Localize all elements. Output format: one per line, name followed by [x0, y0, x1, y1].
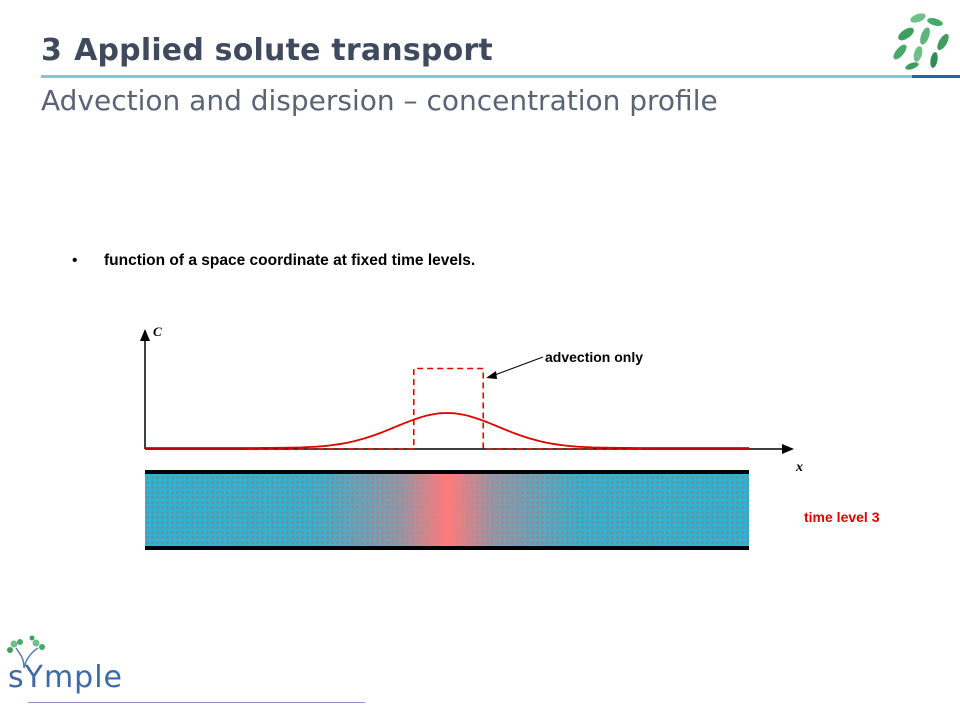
x-axis-label: x — [795, 460, 803, 475]
title-divider-accent — [912, 75, 960, 78]
leaves-logo-icon — [893, 13, 949, 70]
x-axis-arrow-icon — [782, 444, 794, 454]
title-text: Applied solute transport — [74, 33, 493, 68]
slide-subtitle: Advection and dispersion – concentration… — [41, 84, 718, 117]
symple-logo-text: sYmple — [8, 660, 124, 695]
symple-tree-icon — [7, 635, 45, 669]
bullet-marker: • — [72, 252, 78, 269]
section-number: 3 — [41, 33, 63, 68]
dispersion-curve — [145, 412, 749, 449]
footer-divider — [28, 702, 365, 703]
y-axis-arrow-icon — [140, 329, 150, 341]
annotation-pointer — [491, 356, 544, 377]
y-axis-label: C — [153, 324, 162, 339]
bullet-text: function of a space coordinate at fixed … — [104, 252, 476, 269]
annotation-arrow-icon — [486, 371, 497, 379]
time-level-label: time level 3 — [804, 509, 880, 525]
annotation-label: advection only — [545, 349, 643, 365]
solute-plume — [145, 474, 749, 546]
slide-title: 3 Applied solute transport — [41, 33, 493, 68]
title-divider — [41, 75, 960, 78]
advection-only-pulse — [247, 367, 647, 450]
